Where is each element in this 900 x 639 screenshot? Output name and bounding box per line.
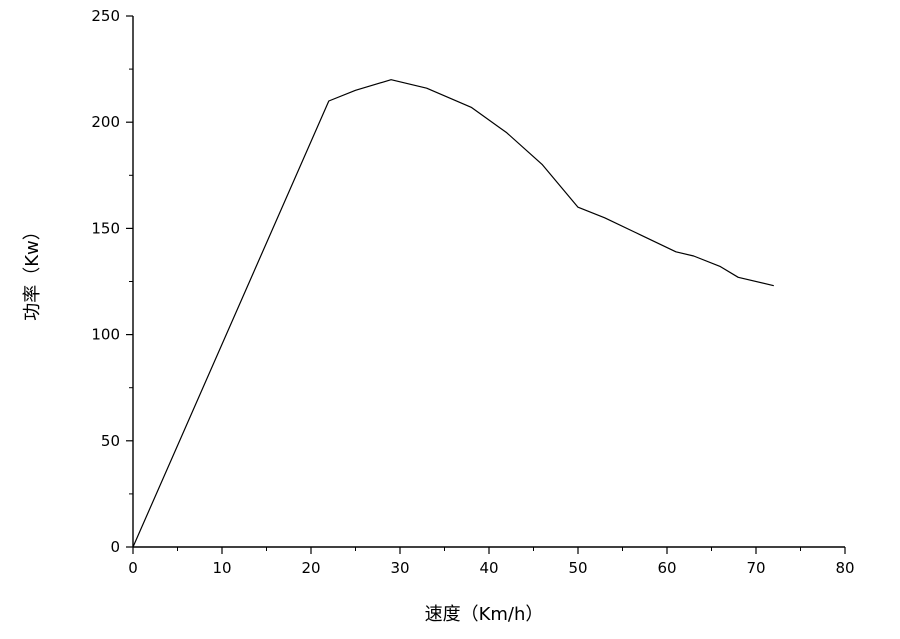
x-tick-label: 10 [212, 559, 231, 577]
y-axis-title: 功率（Kw） [22, 222, 43, 321]
y-tick-label: 50 [101, 432, 120, 450]
x-tick-label: 50 [568, 559, 587, 577]
y-tick-label: 200 [91, 113, 120, 131]
x-tick-label: 40 [479, 559, 498, 577]
series-line-0 [132, 79, 774, 548]
x-axis-title: 速度（Km/h） [425, 604, 544, 625]
x-tick-label: 0 [128, 559, 138, 577]
y-tick-label: 250 [91, 7, 120, 25]
x-tick-label: 70 [746, 559, 765, 577]
y-tick-label: 100 [91, 326, 120, 344]
x-tick-label: 60 [657, 559, 676, 577]
axes [132, 16, 845, 548]
series-layer [132, 79, 774, 548]
ticks: 0 10 20 30 40 50 60 70 80 0 50 100 150 200 250 [91, 7, 854, 577]
y-tick-label: 0 [110, 538, 120, 556]
y-tick-label: 150 [91, 219, 120, 237]
x-tick-label: 20 [301, 559, 320, 577]
x-tick-label: 80 [835, 559, 854, 577]
x-tick-label: 30 [390, 559, 409, 577]
